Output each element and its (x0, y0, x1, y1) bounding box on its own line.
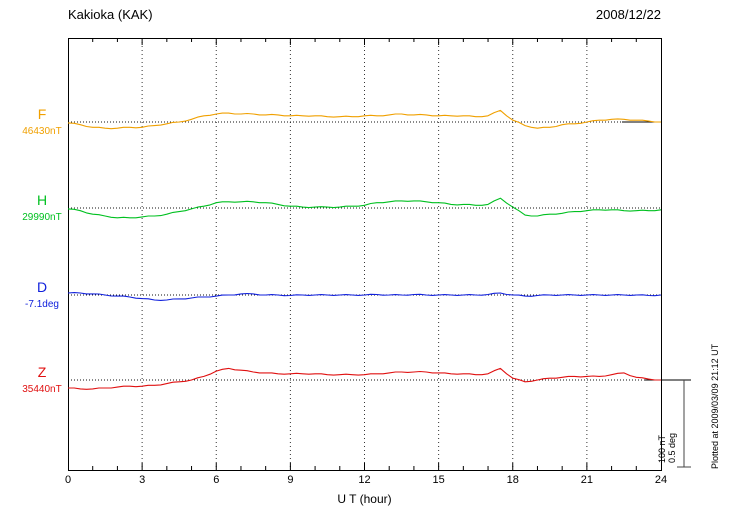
series-label-H: H (36, 192, 48, 208)
plotted-at-label: Plotted at 2009/03/09 21:12 UT (710, 343, 720, 469)
scale-bar-label-nt: 100 nT (657, 434, 667, 463)
x-tick-label-21: 21 (580, 474, 593, 486)
plot-title: Kakioka (KAK) (68, 7, 153, 22)
x-tick-label-15: 15 (432, 474, 445, 486)
x-tick-label-0: 0 (64, 474, 72, 486)
series-baseline-H: 29990nT (22, 212, 62, 223)
x-tick-label-24: 24 (654, 474, 668, 486)
series-baseline-Z: 35440nT (22, 384, 62, 395)
x-tick-label-9: 9 (287, 474, 294, 486)
x-tick-label-12: 12 (358, 474, 371, 486)
trace-F (67, 109, 661, 130)
series-baseline-D: -7.1deg (25, 299, 59, 310)
plot-border (68, 38, 662, 471)
trace-D (67, 292, 662, 301)
series-label-F: F (37, 106, 47, 122)
scale-bar-label: 100 nT 0.5 deg (657, 433, 677, 463)
trace-H (67, 197, 662, 219)
trace-Z (68, 367, 661, 390)
series-label-D: D (36, 279, 48, 295)
series-baseline-F: 46430nT (22, 126, 62, 137)
series-label-Z: Z (37, 364, 47, 380)
x-tick-label-3: 3 (139, 474, 146, 486)
scale-bar-label-deg: 0.5 deg (667, 432, 677, 463)
x-tick-label-18: 18 (506, 474, 519, 486)
x-tick-label-6: 6 (213, 474, 220, 486)
plot-date: 2008/12/22 (595, 7, 661, 22)
x-axis-title: U T (hour) (337, 492, 392, 506)
